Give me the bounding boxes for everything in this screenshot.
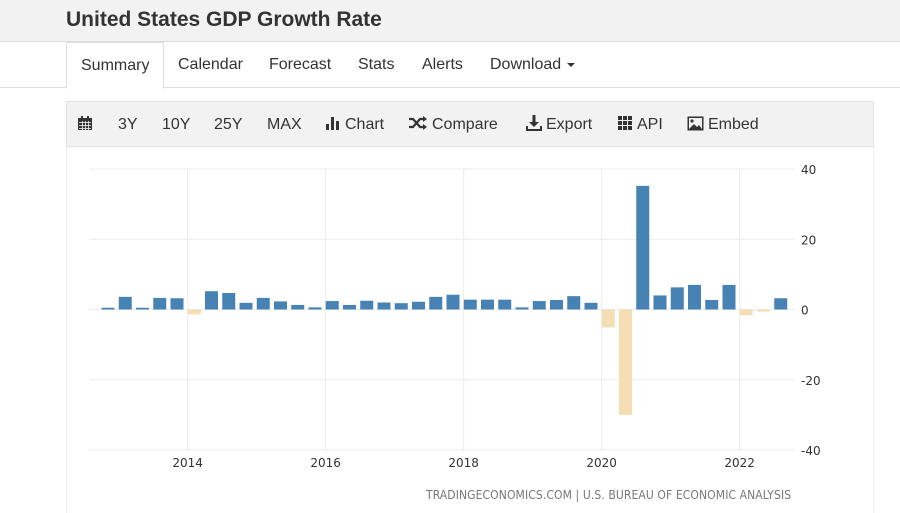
bar-2016Q2[interactable] — [343, 304, 356, 310]
bar-2016Q4[interactable] — [377, 302, 391, 310]
tab-calendar[interactable]: Calendar — [178, 56, 243, 73]
tab-alerts[interactable]: Alerts — [422, 56, 463, 73]
image-icon — [687, 116, 704, 131]
bar-2013Q3[interactable] — [153, 297, 167, 310]
bar-2022Q2[interactable] — [757, 309, 770, 312]
x-tick-label: 2022 — [724, 456, 755, 470]
tab-download-label: Download — [490, 56, 562, 73]
bar-2021Q3[interactable] — [705, 300, 719, 310]
embed-button[interactable]: Embed — [687, 102, 759, 148]
bar-2021Q1[interactable] — [670, 287, 684, 310]
bar-2018Q3[interactable] — [498, 299, 512, 310]
range-25y-button[interactable]: 25Y — [214, 116, 243, 133]
bar-2022Q3[interactable] — [774, 298, 788, 310]
y-tick-label: 0 — [801, 304, 809, 318]
bar-2018Q4[interactable] — [515, 307, 529, 310]
bar-2014Q1[interactable] — [187, 309, 201, 315]
bar-2013Q1[interactable] — [118, 296, 132, 310]
grid-icon — [618, 116, 632, 130]
api-label: API — [637, 116, 663, 133]
export-label: Export — [546, 116, 593, 133]
y-tick-label: -20 — [801, 374, 821, 388]
chart-source: TRADINGECONOMICS.COM | U.S. BUREAU OF EC… — [426, 488, 792, 502]
bar-2013Q2[interactable] — [136, 307, 149, 310]
bar-2017Q1[interactable] — [394, 303, 408, 310]
chart-label: Chart — [345, 116, 385, 133]
bar-2019Q1[interactable] — [532, 301, 546, 310]
x-tick-label: 2016 — [310, 456, 341, 470]
bar-2020Q1[interactable] — [601, 309, 615, 328]
tab-summary[interactable]: Summary — [66, 42, 165, 89]
compare-button[interactable]: Compare — [408, 102, 498, 148]
bar-2012Q4[interactable] — [101, 307, 115, 310]
range-10y-button[interactable]: 10Y — [162, 116, 191, 133]
tab-download[interactable]: Download — [490, 42, 576, 87]
bar-2019Q2[interactable] — [550, 300, 563, 310]
chart-button[interactable]: Chart — [325, 102, 384, 148]
bar-2013Q4[interactable] — [170, 298, 184, 310]
export-button[interactable]: Export — [526, 102, 592, 148]
range-3y-button[interactable]: 3Y — [118, 116, 138, 133]
calendar-button[interactable] — [77, 102, 97, 148]
bar-2014Q3[interactable] — [222, 292, 236, 310]
bar-2015Q2[interactable] — [274, 301, 287, 310]
x-tick-label: 2020 — [586, 456, 617, 470]
bar-2016Q3[interactable] — [360, 300, 374, 310]
x-tick-label: 2014 — [172, 456, 203, 470]
bar-2015Q3[interactable] — [291, 304, 305, 310]
embed-label: Embed — [708, 116, 759, 133]
bar-chart-icon — [326, 117, 339, 130]
tab-forecast[interactable]: Forecast — [269, 56, 332, 73]
range-max-button[interactable]: MAX — [267, 116, 302, 133]
bar-2017Q4[interactable] — [446, 294, 460, 310]
bar-2018Q1[interactable] — [463, 299, 477, 310]
api-button[interactable]: API — [617, 102, 663, 148]
calendar-icon — [78, 116, 92, 130]
bar-2019Q4[interactable] — [584, 302, 598, 310]
x-tick-label: 2018 — [448, 456, 479, 470]
download-icon — [526, 115, 542, 131]
bar-2015Q4[interactable] — [308, 307, 322, 310]
y-tick-label: 20 — [801, 233, 816, 247]
chart-toolbar: 3Y 10Y 25Y MAX Chart Compare Export API … — [66, 101, 874, 147]
header-bar: United States GDP Growth Rate — [0, 0, 900, 42]
bar-2020Q3[interactable] — [636, 185, 650, 310]
tab-bar: Summary Calendar Forecast Stats Alerts D… — [0, 42, 900, 89]
bar-2014Q2[interactable] — [205, 291, 218, 310]
shuffle-icon — [409, 116, 427, 130]
caret-down-icon — [567, 62, 576, 67]
page-title: United States GDP Growth Rate — [66, 8, 382, 31]
bar-2019Q3[interactable] — [567, 296, 581, 310]
bar-2016Q1[interactable] — [325, 301, 339, 310]
gdp-growth-chart: 40 20 0 -20 -40 2014 2016 2018 2020 2022 — [89, 163, 821, 470]
bar-2021Q4[interactable] — [722, 284, 736, 310]
bar-2021Q2[interactable] — [688, 284, 701, 310]
bar-2017Q3[interactable] — [429, 296, 443, 310]
compare-label: Compare — [432, 116, 498, 133]
bar-2018Q2[interactable] — [481, 299, 494, 310]
bar-2020Q2[interactable] — [619, 309, 632, 415]
bar-2022Q1[interactable] — [739, 309, 753, 316]
y-tick-label: 40 — [801, 163, 816, 177]
bar-2020Q4[interactable] — [653, 295, 667, 310]
bar-2017Q2[interactable] — [412, 301, 425, 310]
y-tick-label: -40 — [801, 444, 821, 458]
bar-2014Q4[interactable] — [239, 302, 253, 310]
bar-2015Q1[interactable] — [256, 297, 270, 310]
chart-area: 40 20 0 -20 -40 2014 2016 2018 2020 2022 — [66, 147, 874, 513]
tab-stats[interactable]: Stats — [358, 56, 395, 73]
